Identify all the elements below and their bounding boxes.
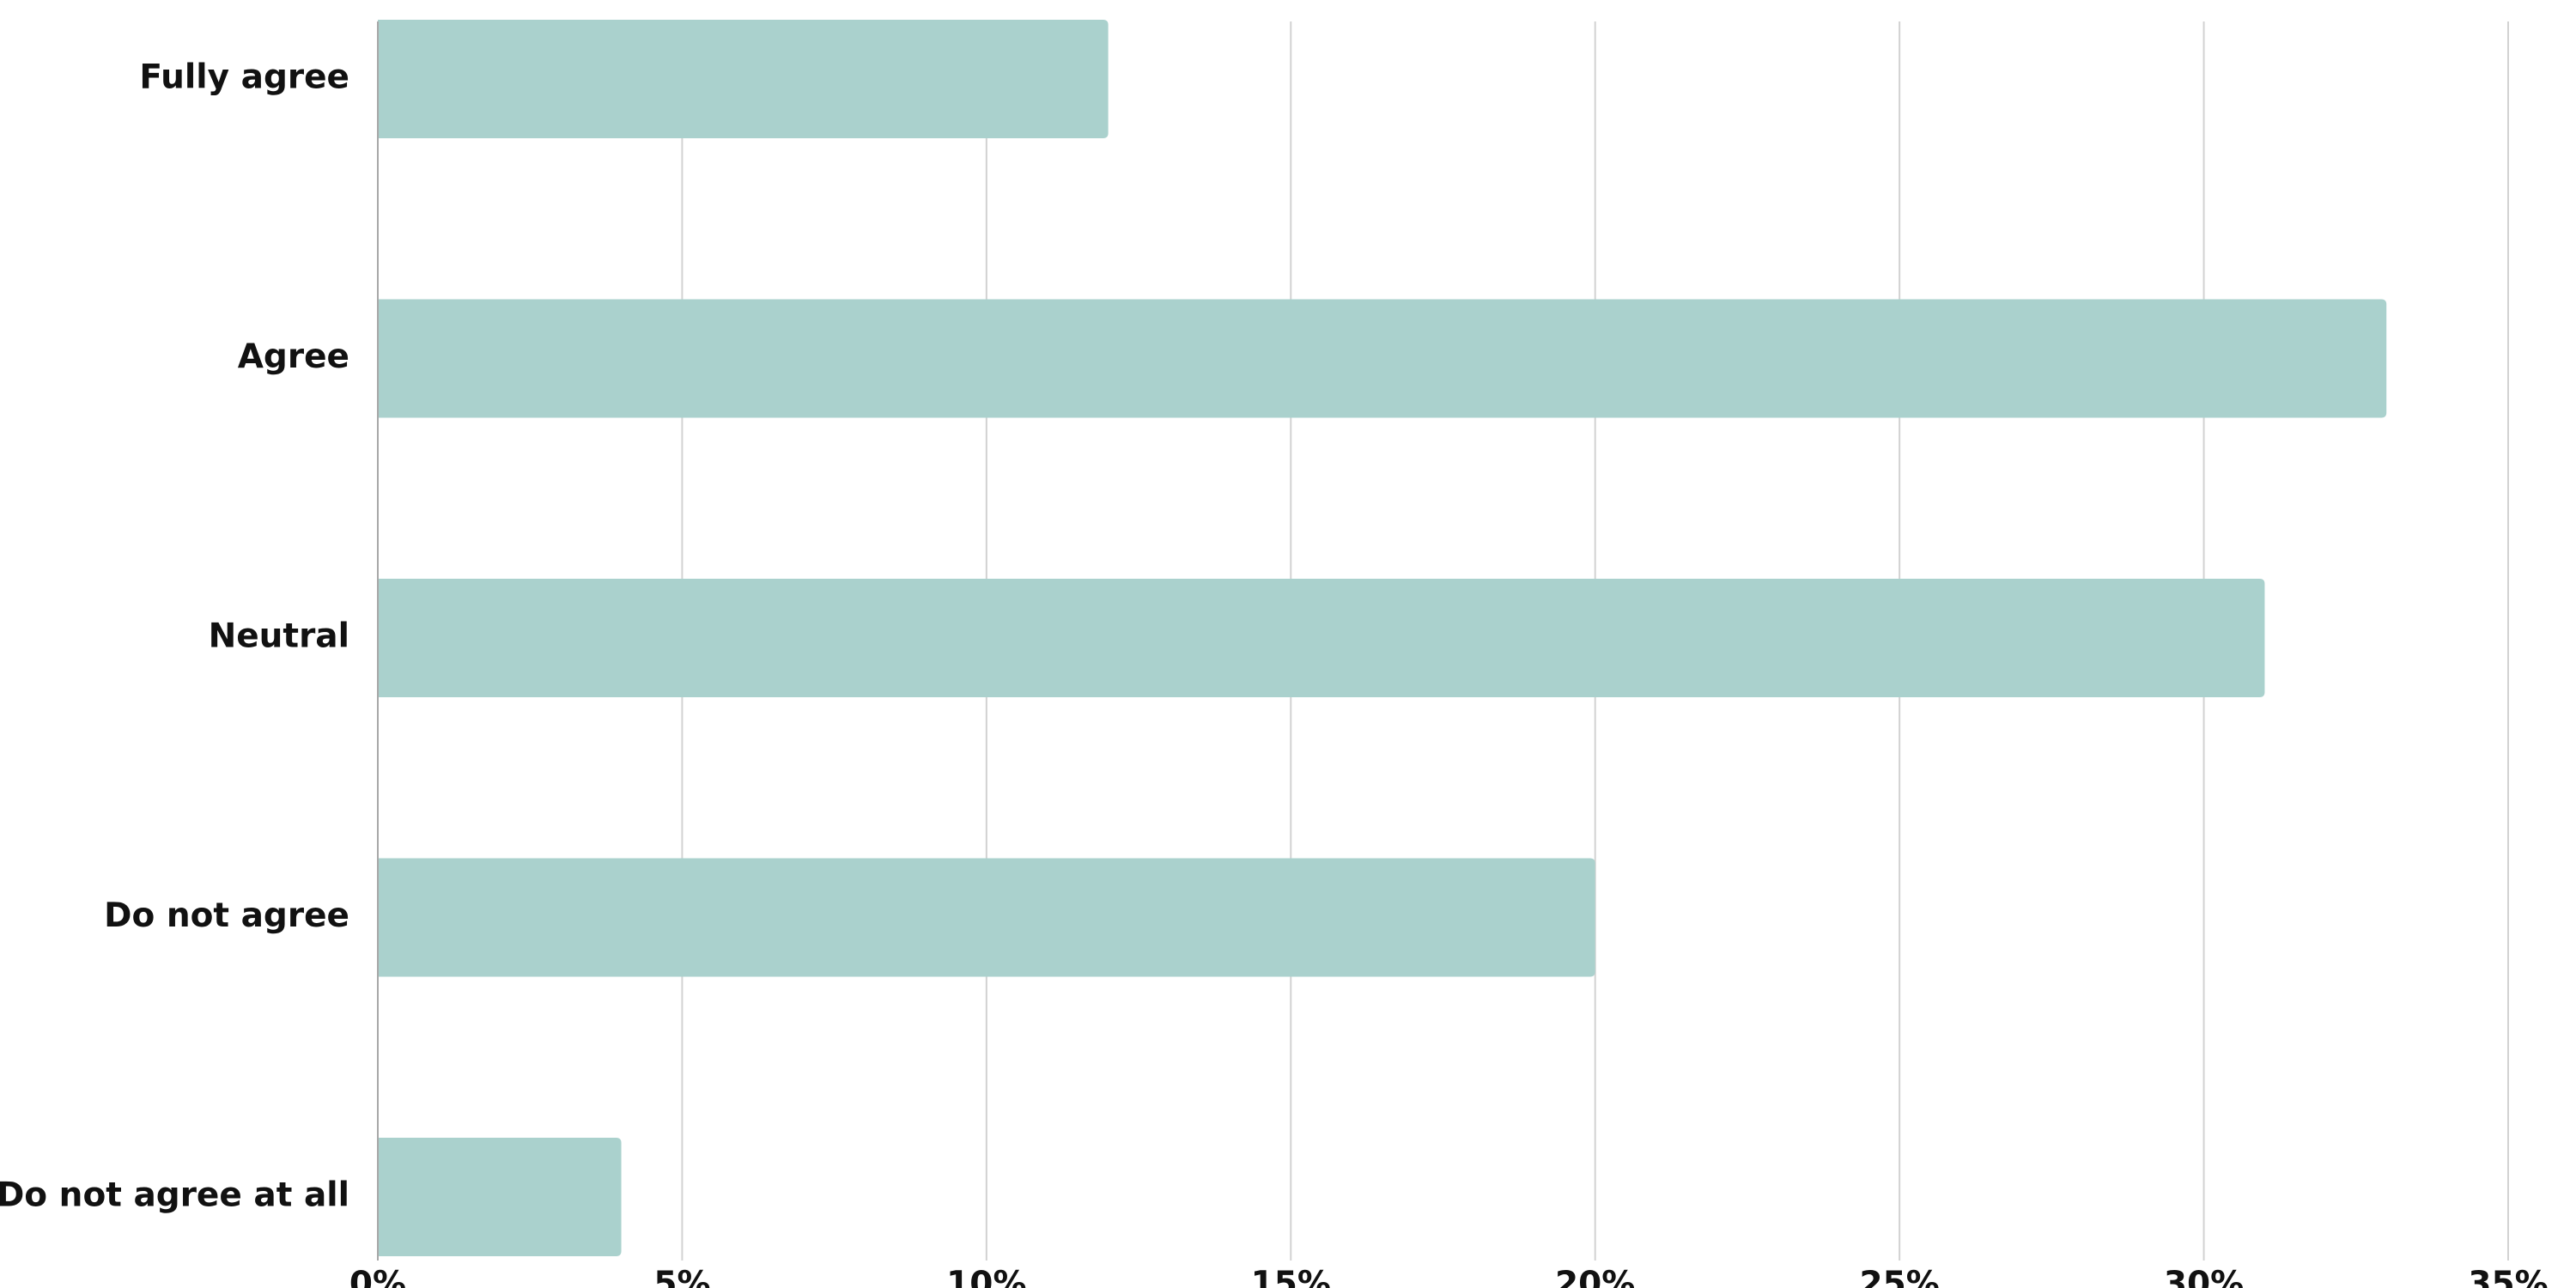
x-tick-label-35: 35%: [2468, 1265, 2548, 1288]
x-tick-label-20: 20%: [1555, 1265, 1635, 1288]
category-label-do-not-agree: Do not agree: [104, 896, 349, 935]
x-tick-label-5: 5%: [653, 1265, 710, 1288]
bar-do-not-agree-at-all: [378, 1138, 622, 1256]
x-tick-labels: 0% 5% 10% 15% 20% 25% 30% 35%: [349, 1265, 2549, 1288]
category-label-neutral: Neutral: [209, 617, 349, 656]
bar-neutral: [378, 579, 2265, 697]
x-tick-label-0: 0%: [349, 1265, 406, 1288]
x-tick-label-15: 15%: [1251, 1265, 1331, 1288]
bar-do-not-agree: [378, 858, 1595, 977]
bar-agree: [378, 299, 2387, 418]
category-label-fully-agree: Fully agree: [139, 58, 349, 97]
x-tick-label-10: 10%: [946, 1265, 1026, 1288]
category-labels: Fully agree Agree Neutral Do not agree Do no…: [0, 58, 349, 1215]
bars: [378, 20, 2387, 1256]
category-label-agree: Agree: [238, 337, 349, 376]
bar-fully-agree: [378, 20, 1109, 138]
x-tick-label-25: 25%: [1859, 1265, 1939, 1288]
category-label-do-not-agree-at-all: Do not agree at all: [0, 1176, 349, 1215]
x-tick-label-30: 30%: [2164, 1265, 2244, 1288]
